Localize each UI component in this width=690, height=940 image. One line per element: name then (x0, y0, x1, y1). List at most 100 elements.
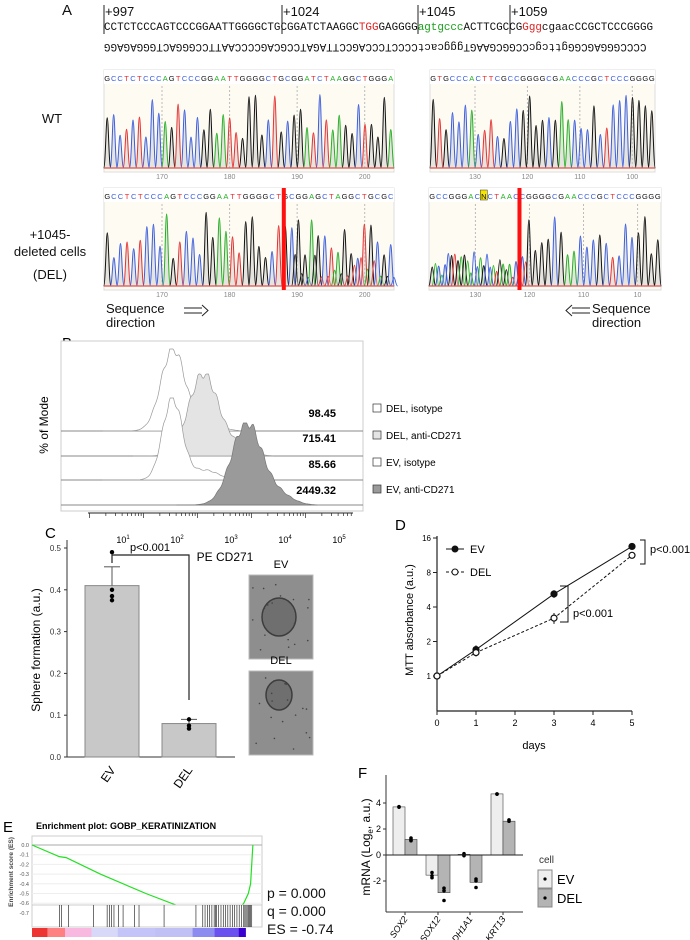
base-call: G (302, 192, 308, 201)
base-call: A (559, 74, 564, 83)
data-point (495, 792, 499, 796)
base-call: T (176, 74, 181, 83)
chromatogram-tick-label: 180 (224, 292, 236, 299)
chromatogram-tick-label: 170 (156, 292, 168, 299)
c-y-tick-label: 0.2 (50, 669, 62, 678)
base-call: C (151, 192, 157, 201)
base-call: G (520, 74, 526, 83)
secondary-trace-peak (356, 257, 366, 287)
f-x-tick-label: ALDH1A1 (443, 914, 475, 940)
c-y-tick-label: 0.1 (50, 711, 62, 720)
secondary-trace-peak (337, 273, 346, 287)
base-call: T (437, 74, 442, 83)
legend-label: DEL, isotype (386, 404, 443, 415)
basecall-strip (104, 70, 394, 84)
trace-peak (340, 228, 349, 287)
base-call: G (375, 74, 381, 83)
secondary-trace-peak (324, 275, 332, 287)
bar-ev-krt13 (490, 793, 504, 856)
arrow-right-icon (184, 304, 209, 317)
e-y-tick-label: -0.4 (20, 882, 29, 888)
d-y-tick-label: 16 (422, 534, 431, 543)
trace-peak (244, 96, 254, 169)
panel-label-d: D (395, 517, 406, 534)
chromatogram-tick-label: 190 (291, 174, 303, 181)
trace-peak (634, 232, 643, 287)
base-call: T (363, 74, 368, 83)
base-call: G (526, 192, 532, 201)
base-call: A (468, 192, 473, 201)
base-call: G (636, 74, 642, 83)
trace-peak (248, 216, 257, 287)
secondary-trace-peak (291, 254, 300, 287)
base-call: G (455, 192, 461, 201)
data-point (430, 875, 434, 880)
gsea-es-value: ES = -0.74 (267, 921, 334, 937)
trace-peak (228, 236, 237, 287)
base-call: G (501, 74, 507, 83)
row-label-wt: WT (41, 111, 63, 126)
base-call: G (591, 74, 597, 83)
debris-dot (287, 646, 290, 648)
base-call: G (170, 192, 176, 201)
base-call: A (304, 74, 309, 83)
legend-swatch (372, 403, 382, 413)
trace-peak (538, 119, 547, 169)
secondary-trace-peak (310, 254, 319, 287)
trace-peak (109, 257, 119, 287)
trace-peak (264, 119, 273, 169)
base-call: C (572, 74, 578, 83)
trace-peak (486, 266, 495, 287)
ranked-list-gradient-segment (91, 928, 119, 937)
base-call: C (289, 192, 295, 201)
base-call: C (143, 74, 149, 83)
trace-peak (241, 221, 250, 287)
position-1059: +1059 (511, 4, 548, 19)
trace-peak (524, 219, 533, 287)
legend-label: DEL (470, 567, 491, 579)
base-call: T (489, 74, 494, 83)
b-x-axis-label: PE CD271 (197, 550, 254, 564)
marker-ev (550, 590, 558, 598)
trace-peak (373, 136, 382, 169)
trace-peak (466, 272, 475, 287)
basecall-strip (104, 188, 394, 202)
panel-label-f: F (358, 765, 367, 782)
legend-label: DEL, anti-CD271 (386, 431, 462, 442)
base-call: G (298, 74, 304, 83)
basecall-strip (430, 70, 655, 84)
base-call: T (311, 74, 316, 83)
legend-marker (451, 568, 459, 576)
secondary-trace-peak (317, 276, 326, 287)
trace-peak (129, 248, 138, 287)
trace-peak (492, 270, 501, 287)
base-call: G (259, 74, 265, 83)
c-y-tick-label: 0.3 (50, 628, 62, 637)
base-call: C (285, 74, 291, 83)
trace-peak (628, 96, 637, 169)
trace-peak (641, 105, 650, 169)
base-call: C (182, 74, 188, 83)
trace-peak (474, 133, 483, 169)
base-call: G (430, 74, 436, 83)
base-call: G (246, 74, 252, 83)
base-call: N (481, 192, 486, 201)
trace-peak (193, 116, 202, 169)
trace-peak (622, 94, 631, 169)
secondary-trace-peak (509, 276, 517, 287)
row-label-del-2: deleted cells (13, 244, 87, 259)
base-call: G (207, 74, 213, 83)
trace-peak (550, 216, 559, 287)
secondary-trace-peak (483, 253, 491, 287)
legend-swatch (372, 430, 382, 440)
base-call: G (539, 192, 545, 201)
secondary-trace-peak (463, 260, 472, 287)
trace-peak (621, 223, 630, 287)
trace-peak (564, 119, 573, 169)
base-call: G (104, 192, 110, 201)
debris-dot (274, 583, 277, 586)
sequence-segment: ACTTCGCCG (463, 22, 523, 34)
trace-peak (576, 235, 585, 287)
ranked-list-gradient-segment (65, 928, 92, 937)
